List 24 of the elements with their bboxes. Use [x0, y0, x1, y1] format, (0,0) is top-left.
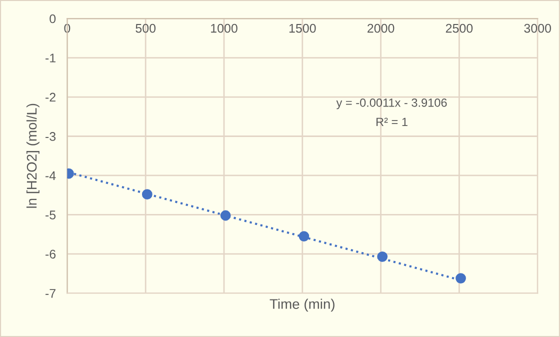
x-tick-label: 500 [136, 24, 156, 33]
y-tick-label: -3 [46, 132, 56, 141]
x-tick-label: 2000 [368, 24, 394, 33]
y-tick-label: 0 [50, 14, 56, 24]
point [456, 273, 466, 284]
x-tick-label: 2500 [446, 24, 473, 33]
point [142, 189, 152, 200]
x-axis-title: Time (min) [270, 298, 334, 312]
x-tick-label: 1500 [289, 24, 316, 33]
y-tick-label: -4 [46, 171, 56, 180]
x-tick-label: 1000 [211, 24, 238, 33]
annotation: R² = 1 [376, 118, 408, 126]
y-tick-label: -7 [46, 289, 56, 298]
y-tick-label: -6 [46, 250, 56, 259]
point [298, 231, 310, 242]
point [377, 252, 388, 262]
x-tick-label: 3000 [524, 24, 552, 33]
annotation: y = -0.0011x - 3.9106 [336, 98, 447, 110]
y-tick-label: -1 [46, 54, 56, 62]
y-tick-label: -5 [46, 210, 56, 220]
y-axis-title: ln [H2O2] (mol/L) [26, 104, 40, 208]
y-tick-label: -2 [46, 92, 56, 102]
x-tick-label: 0 [64, 24, 70, 33]
point [220, 210, 231, 221]
